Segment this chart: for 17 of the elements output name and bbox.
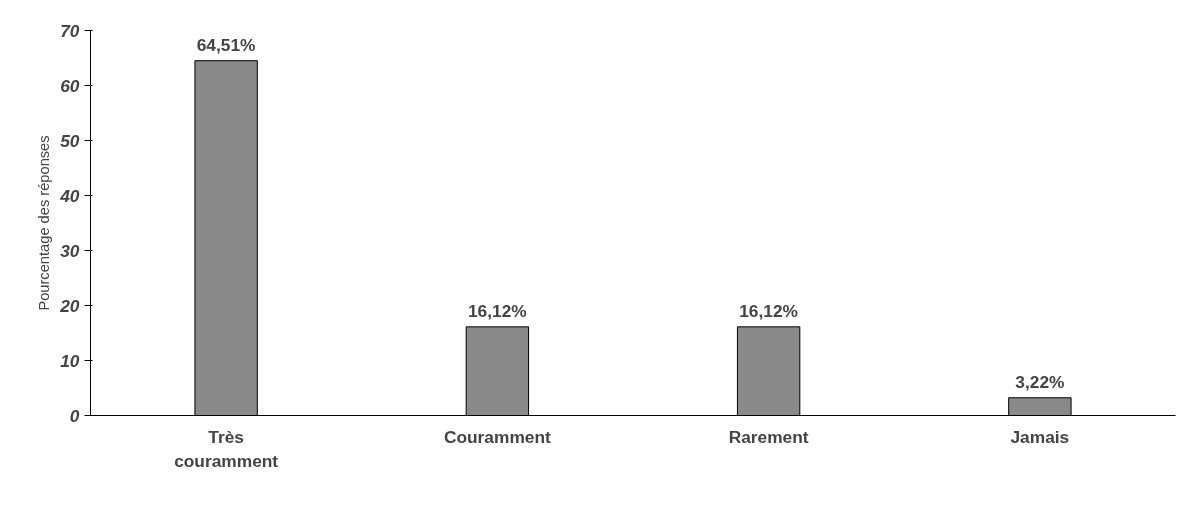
y-tick-label: 70 — [60, 20, 80, 41]
y-axis-title: Pourcentage des réponses — [36, 135, 53, 311]
data-label: 3,22% — [1015, 371, 1065, 392]
x-tick-label: Rarement — [728, 426, 809, 447]
data-label: 16,12% — [467, 300, 527, 321]
x-tick-label: Très couramment — [174, 426, 279, 471]
data-label: 64,51% — [196, 34, 256, 55]
x-tick-label: Couramment — [443, 426, 552, 447]
y-tick-label: 40 — [59, 185, 80, 206]
y-tick-label: 0 — [69, 405, 80, 426]
data-label: 16,12% — [739, 300, 799, 321]
y-tick-label: 10 — [60, 350, 80, 371]
y-tick-label: 20 — [59, 295, 80, 316]
y-tick-label: 60 — [60, 75, 80, 96]
y-tick-label: 30 — [60, 240, 80, 261]
y-tick-label: 50 — [60, 130, 80, 151]
x-tick-label: Jamais — [1010, 426, 1070, 447]
